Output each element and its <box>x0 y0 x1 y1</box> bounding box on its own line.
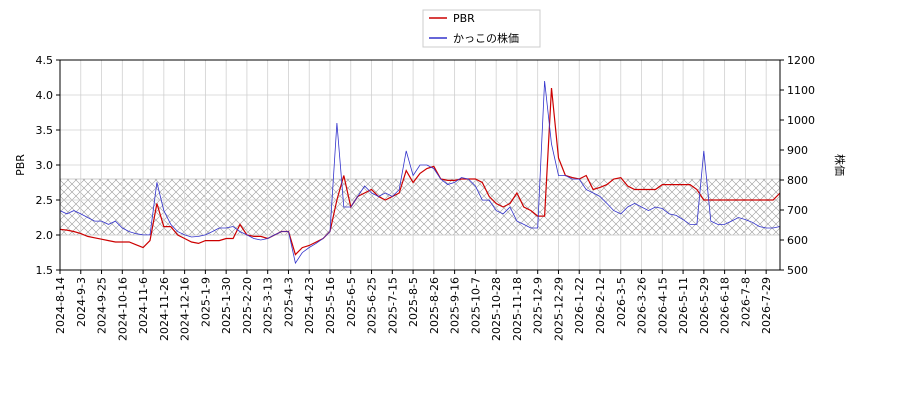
y-tick-label: 3.0 <box>36 159 54 172</box>
legend-label: PBR <box>453 12 475 25</box>
legend <box>422 9 541 48</box>
x-tick-label: 2025-8-26 <box>428 277 441 334</box>
x-tick-label: 2024-9-3 <box>75 277 88 327</box>
x-tick-label: 2025-11-18 <box>511 277 524 341</box>
x-tick-label: 2026-7-8 <box>739 277 752 327</box>
x-tick-label: 2024-12-16 <box>179 277 192 341</box>
x-tick-label: 2026-1-22 <box>573 277 586 334</box>
x-tick-label: 2025-9-16 <box>449 277 462 334</box>
x-tick-label: 2025-1-9 <box>199 277 212 327</box>
y-tick-label: 2.5 <box>36 194 54 207</box>
y2-tick-label: 1100 <box>787 84 815 97</box>
x-tick-label: 2024-11-26 <box>158 277 171 341</box>
x-tick-label: 2025-12-9 <box>532 277 545 334</box>
y2-tick-label: 700 <box>787 204 808 217</box>
x-tick-label: 2026-3-26 <box>636 277 649 334</box>
x-tick-label: 2025-6-25 <box>366 277 379 334</box>
series-line <box>59 87 781 256</box>
x-tick-label: 2026-7-29 <box>760 277 773 334</box>
y-tick-label: 2.0 <box>36 229 54 242</box>
x-tick-label: 2024-11-6 <box>137 277 150 334</box>
x-tick-label: 2025-10-28 <box>490 277 503 341</box>
x-tick-label: 2024-8-14 <box>54 277 67 334</box>
y2-tick-label: 900 <box>787 144 808 157</box>
y2-tick-label: 600 <box>787 234 808 247</box>
series-line <box>59 80 781 265</box>
x-tick-label: 2025-7-15 <box>386 277 399 334</box>
x-tick-label: 2026-6-18 <box>719 277 732 334</box>
x-tick-label: 2025-8-5 <box>407 277 420 327</box>
x-tick-label: 2026-5-29 <box>698 277 711 334</box>
y-tick-label: 4.5 <box>36 54 54 67</box>
x-tick-label: 2025-2-20 <box>241 277 254 334</box>
x-tick-label: 2025-5-16 <box>324 277 337 334</box>
y2-tick-label: 800 <box>787 174 808 187</box>
x-tick-label: 2026-3-5 <box>615 277 628 327</box>
x-tick-label: 2025-10-7 <box>469 277 482 334</box>
y-tick-label: 3.5 <box>36 124 54 137</box>
x-tick-label: 2025-3-13 <box>262 277 275 334</box>
y2-tick-label: 500 <box>787 264 808 277</box>
x-tick-label: 2025-6-5 <box>345 277 358 327</box>
y-tick-label: 1.5 <box>36 264 54 277</box>
x-tick-label: 2025-4-3 <box>282 277 295 327</box>
y-axis-label: PBR <box>14 154 27 176</box>
y-tick-label: 4.0 <box>36 89 54 102</box>
y2-tick-label: 1000 <box>787 114 815 127</box>
y2-axis-label: 株価 <box>833 154 847 176</box>
x-tick-label: 2025-12-29 <box>552 277 565 341</box>
shaded-band <box>59 178 781 236</box>
x-tick-label: 2025-4-23 <box>303 277 316 334</box>
x-tick-label: 2024-9-25 <box>96 277 109 334</box>
legend-label: かっこの株価 <box>453 31 519 45</box>
y2-tick-label: 1200 <box>787 54 815 67</box>
x-tick-label: 2024-10-16 <box>116 277 129 341</box>
x-tick-label: 2026-4-15 <box>656 277 669 334</box>
x-tick-label: 2025-1-30 <box>220 277 233 334</box>
x-tick-label: 2026-2-12 <box>594 277 607 334</box>
x-tick-label: 2026-5-11 <box>677 277 690 334</box>
